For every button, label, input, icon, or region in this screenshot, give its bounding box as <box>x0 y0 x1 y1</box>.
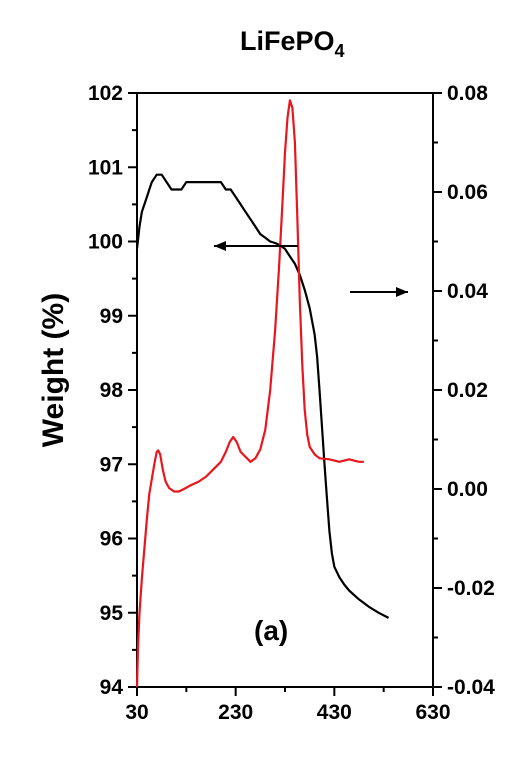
y-right-tick-label-2: 0.00 <box>447 478 488 501</box>
right-axis-arrow-head <box>396 287 408 297</box>
derivative-curve <box>135 99 364 688</box>
y-right-tick-label-0: -0.04 <box>447 676 495 699</box>
y-left-tick-label-7: 101 <box>88 156 123 179</box>
y-left-tick-label-1: 95 <box>100 602 124 625</box>
y-left-tick-label-2: 96 <box>100 528 123 551</box>
x-tick-label-1: 230 <box>218 701 253 724</box>
left-axis-arrow-head <box>214 241 226 251</box>
x-tick-label-2: 430 <box>317 701 352 724</box>
y-right-tick-label-3: 0.02 <box>447 379 488 402</box>
y-right-tick-label-6: 0.08 <box>447 82 488 105</box>
y-left-tick-label-6: 100 <box>88 231 123 254</box>
plot-area: 30 230 430 630 94 95 96 97 98 99 100 101 102 -0.04 -0.… <box>88 82 495 724</box>
y-left-tick-label-4: 98 <box>100 379 124 402</box>
weight-curve <box>135 173 390 619</box>
y-left-tick-label-8: 102 <box>88 82 123 105</box>
y-left-tick-label-0: 94 <box>100 676 124 699</box>
y-right-tick-label-1: -0.02 <box>447 577 495 600</box>
plot-frame <box>136 92 434 688</box>
y-left-tick-label-5: 99 <box>100 305 123 328</box>
chart-title-subscript: 4 <box>335 41 345 61</box>
y-right-tick-label-5: 0.06 <box>447 181 488 204</box>
x-tick-label-3: 630 <box>415 701 450 724</box>
chart-title: LiFePO4 <box>240 26 345 61</box>
panel-label: (a) <box>254 615 288 646</box>
y-left-tick-label-3: 97 <box>100 453 123 476</box>
y-axis-label: Weight (%) <box>37 293 70 447</box>
y-right-tick-label-4: 0.04 <box>447 280 488 303</box>
x-tick-label-0: 30 <box>125 701 148 724</box>
